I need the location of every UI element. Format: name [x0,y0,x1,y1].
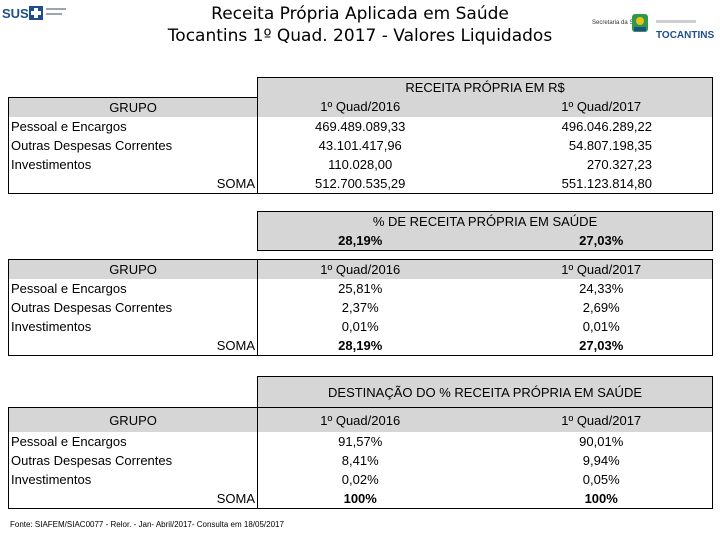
cell-value: 496.046.289,22 [462,116,714,136]
tocantins-text: TOCANTINS [656,30,714,41]
sus-logo-text: SUS [2,6,29,21]
tocantins-logo: Secretaria da Saúde TOCANTINS [590,8,718,42]
row-label: Investimentos [7,317,258,336]
soma-value: 27,03% [462,336,714,356]
soma-value: 100% [462,489,714,509]
cell-value: 24,33% [462,279,714,298]
table-row: Pessoal e Encargos 25,81% 24,33% [7,279,714,298]
row-label: Outras Despesas Correntes [7,298,258,317]
table-row: Outras Despesas Correntes 8,41% 9,94% [7,451,714,470]
row-label: Pessoal e Encargos [7,116,258,136]
percentual-receita-table: % DE RECEITA PRÓPRIA EM SAÚDE 28,19% 27,… [7,211,714,356]
row-label: Outras Despesas Correntes [7,451,258,470]
cell-value: 0,02% [257,470,463,489]
soma-value: 512.700.535,29 [257,173,463,194]
soma-row: SOMA 28,19% 27,03% [7,336,714,356]
subtotal-2017: 27,03% [462,231,714,251]
grupo-label: GRUPO [7,96,258,117]
cell-value: 2,69% [462,298,714,317]
grupo-label: GRUPO [7,259,258,279]
table-header: DESTINAÇÃO DO % RECEITA PRÓPRIA EM SAÚDE [257,376,713,408]
soma-row: SOMA 100% 100% [7,489,714,509]
sus-logo: SUS [2,2,70,24]
column-header-2016: 1º Quad/2016 [257,97,463,117]
cell-value: 0,01% [462,317,714,336]
soma-value: 100% [257,489,463,509]
cell-value: 0,05% [462,470,714,489]
page-subtitle: Tocantins 1º Quad. 2017 - Valores Liquid… [167,26,553,46]
cell-value: 54.807.198,35 [462,135,714,155]
soma-value: 28,19% [257,336,463,356]
row-label: Pessoal e Encargos [7,279,258,298]
secretaria-text: Secretaria da Saúde [592,20,647,26]
cell-value: 43.101.417,96 [257,135,463,155]
cell-value: 469.489.089,33 [257,116,463,136]
soma-label: SOMA [7,173,258,194]
table-row: Outras Despesas Correntes 2,37% 2,69% [7,298,714,317]
column-header-2017: 1º Quad/2017 [462,407,714,432]
column-header-2016: 1º Quad/2016 [257,407,463,432]
table-header: RECEITA PRÓPRIA EM R$ [257,77,713,97]
row-label: Outras Despesas Correntes [7,135,258,155]
table-row: Investimentos 0,01% 0,01% [7,317,714,336]
cell-value: 91,57% [257,432,463,451]
receita-propria-table: RECEITA PRÓPRIA EM R$ GRUPO 1º Quad/2016… [7,77,714,194]
cell-value: 90,01% [462,432,714,451]
cell-value: 270.327,23 [462,154,714,174]
source-footnote: Fonte: SIAFEM/SIAC0077 - Relor. - Jan- A… [10,520,284,529]
table-row: Pessoal e Encargos 469.489.089,33 496.04… [7,116,714,136]
cell-value: 0,01% [257,317,463,336]
cell-value: 110.028,00 [257,154,463,174]
soma-value: 551.123.814,80 [462,173,714,194]
subtotal-2016: 28,19% [257,231,463,251]
row-label: Pessoal e Encargos [7,432,258,451]
column-header-2017: 1º Quad/2017 [462,97,714,117]
grupo-label: GRUPO [7,407,258,432]
column-header-2017: 1º Quad/2017 [462,259,714,279]
row-label: Investimentos [7,470,258,489]
soma-label: SOMA [7,489,258,509]
soma-label: SOMA [7,336,258,356]
soma-row: SOMA 512.700.535,29 551.123.814,80 [7,173,714,194]
page-title: Receita Própria Aplicada em Saúde [211,4,509,24]
table-row: Investimentos 110.028,00 270.327,23 [7,154,714,174]
cell-value: 25,81% [257,279,463,298]
cell-value: 2,37% [257,298,463,317]
table-row: Outras Despesas Correntes 43.101.417,96 … [7,135,714,155]
table-row: Pessoal e Encargos 91,57% 90,01% [7,432,714,451]
table-row: Investimentos 0,02% 0,05% [7,470,714,489]
row-label: Investimentos [7,154,258,174]
column-header-2016: 1º Quad/2016 [257,259,463,279]
cell-value: 8,41% [257,451,463,470]
table-header: % DE RECEITA PRÓPRIA EM SAÚDE [257,211,713,231]
destinacao-table: DESTINAÇÃO DO % RECEITA PRÓPRIA EM SAÚDE… [7,376,714,509]
cell-value: 9,94% [462,451,714,470]
